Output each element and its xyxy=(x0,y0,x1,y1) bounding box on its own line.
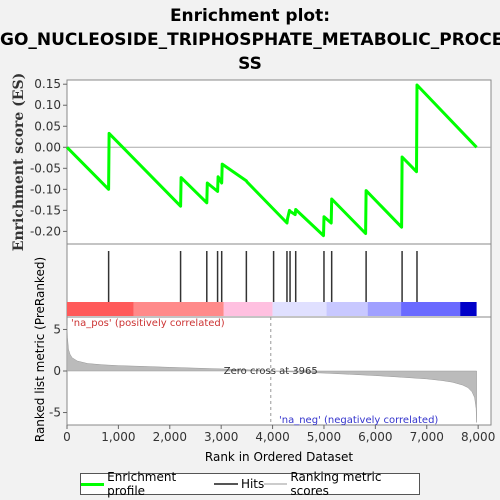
legend-label-ranking-metric: Ranking metric scores xyxy=(290,470,382,498)
xtick-label: 2,000 xyxy=(153,430,187,444)
legend-item-hits: Hits xyxy=(213,477,265,491)
es-panel xyxy=(66,79,492,245)
legend-label-enrichment-profile: Enrichment profile xyxy=(107,470,177,498)
xtick-label: 7,000 xyxy=(410,430,444,444)
rank-bar-segment xyxy=(67,302,134,316)
legend-swatch-ranking-metric xyxy=(264,483,288,485)
xtick-label: 4,000 xyxy=(255,430,289,444)
es-ytick-label: 0.10 xyxy=(34,98,61,112)
rank-bar-segment xyxy=(133,302,224,316)
ranked-metric-area xyxy=(66,325,477,423)
rank-bar-segment xyxy=(272,302,327,316)
es-ytick-label: -0.20 xyxy=(30,224,61,238)
legend-label-hits: Hits xyxy=(240,477,265,491)
es-ylabel: Enrichment score (ES) xyxy=(11,73,27,251)
xtick-label: 0 xyxy=(63,430,71,444)
rank-bar-segment xyxy=(326,302,368,316)
metric-ytick-label: 0 xyxy=(53,364,61,378)
title-line-2: GO_NUCLEOSIDE_TRIPHOSPHATE_METABOLIC_PRO… xyxy=(0,30,500,50)
xtick-label: 5,000 xyxy=(307,430,341,444)
es-ytick-label: 0.15 xyxy=(34,77,61,91)
metric-ytick-label: 5 xyxy=(53,322,61,336)
xtick-label: 8,000 xyxy=(461,430,495,444)
pos-correlated-label: 'na_pos' (positively correlated) xyxy=(71,318,225,329)
neg-correlated-label: 'na_neg' (negatively correlated) xyxy=(279,415,438,426)
zero-cross-label: Zero cross at 3965 xyxy=(224,366,318,377)
rank-bar-segment xyxy=(223,302,273,316)
xtick-label: 6,000 xyxy=(358,430,392,444)
legend-swatch-enrichment-profile xyxy=(81,482,105,486)
xtick-label: 1,000 xyxy=(101,430,135,444)
es-ytick-label: -0.10 xyxy=(30,182,61,196)
legend: Enrichment profile Hits Ranking metric s… xyxy=(80,470,420,498)
rank-bar-segment xyxy=(367,302,402,316)
xtick-label: 3,000 xyxy=(204,430,238,444)
enrichment-profile-line xyxy=(65,83,478,238)
chart-title: Enrichment plot: GO_NUCLEOSIDE_TRIPHOSPH… xyxy=(0,4,500,76)
title-line-3: SS xyxy=(238,54,262,74)
title-line-1: Enrichment plot: xyxy=(169,6,331,26)
legend-swatch-hits xyxy=(213,483,238,485)
es-ytick-label: 0.05 xyxy=(34,119,61,133)
legend-item-enrichment-profile: Enrichment profile xyxy=(81,470,214,498)
es-ytick-label: 0.00 xyxy=(34,140,61,154)
es-ytick-label: -0.05 xyxy=(30,161,61,175)
legend-item-ranking-metric: Ranking metric scores xyxy=(264,470,419,498)
rank-bar-segment xyxy=(460,302,477,316)
rank-bar-segment xyxy=(401,302,461,316)
metric-ylabel: Ranked list metric (PreRanked) xyxy=(33,257,47,442)
xlabel: Rank in Ordered Dataset xyxy=(205,450,353,464)
metric-ytick-label: -5 xyxy=(49,406,61,420)
es-ytick-label: -0.15 xyxy=(30,203,61,217)
